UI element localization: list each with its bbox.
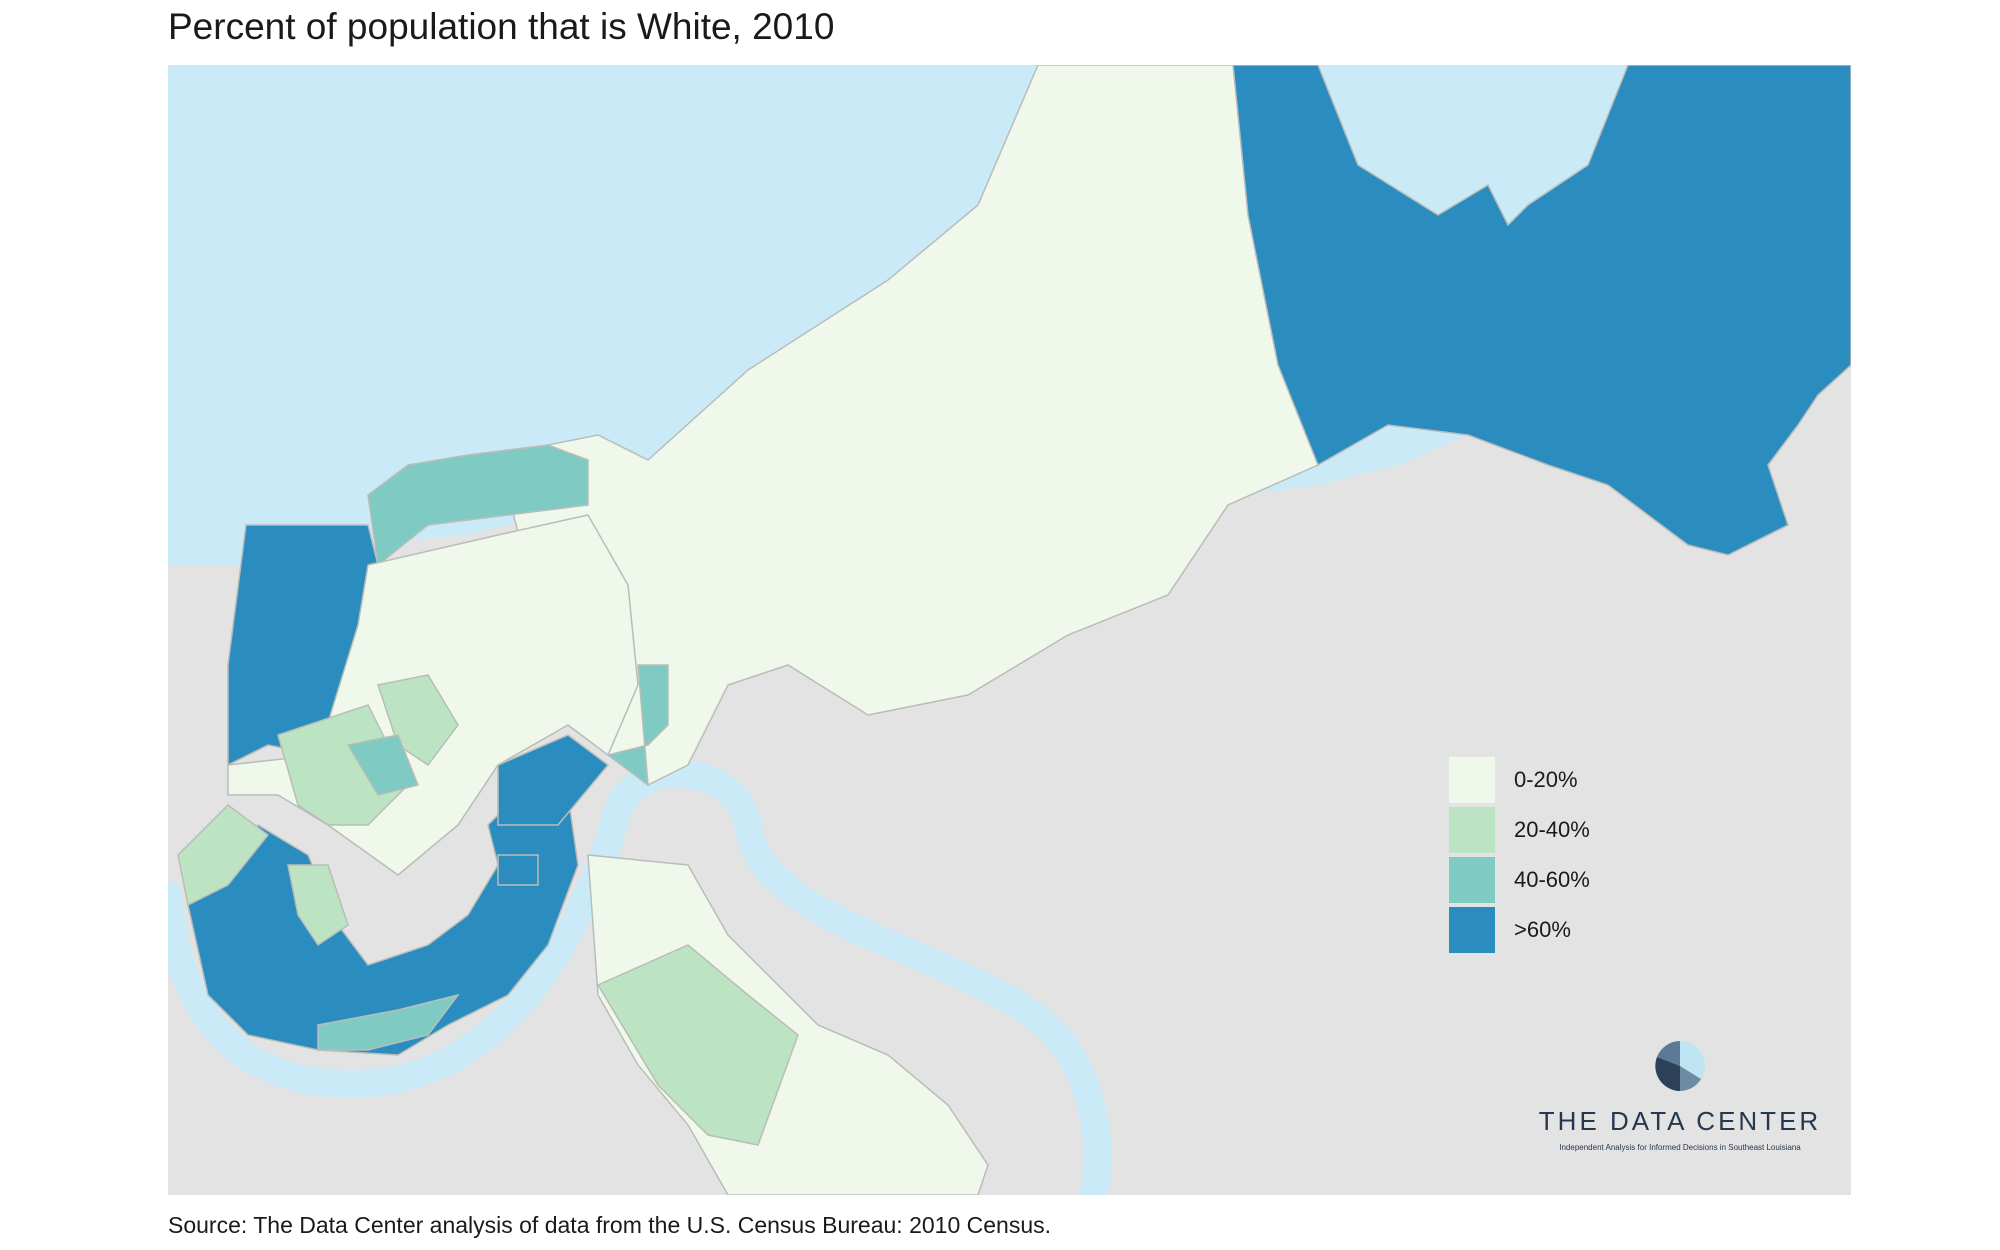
brand-name: THE DATA CENTER [1538, 1106, 1822, 1136]
lakeshore-40-60 [367, 444, 589, 567]
algiers-20-40 [596, 944, 799, 1146]
uptown-20-40 [177, 804, 270, 907]
source-note: Source: The Data Center analysis of data… [168, 1212, 1051, 1238]
pie-chart-logo-icon [1655, 1041, 1705, 1091]
map-title: Percent of population that is White, 201… [168, 6, 835, 47]
brand-tagline: Independent Analysis for Informed Decisi… [1559, 1143, 1801, 1152]
legend-label: >60% [1514, 917, 1571, 942]
orleans-east-land [497, 65, 1319, 786]
algiers-point [497, 854, 539, 886]
legend-item-0-20: 0-20% [1448, 755, 1590, 805]
legend-label: 0-20% [1514, 767, 1578, 792]
bywater-40-60 [606, 664, 669, 787]
legend-item-60-plus: >60% [1448, 905, 1590, 955]
french-quarter-region [497, 734, 610, 826]
legend-swatch [1448, 756, 1496, 804]
legend-swatch [1448, 806, 1496, 854]
legend-label: 20-40% [1514, 817, 1590, 842]
legend-swatch [1448, 906, 1496, 954]
legend-item-40-60: 40-60% [1448, 855, 1590, 905]
map-legend: 0-20% 20-40% 40-60% >60% [1448, 755, 1590, 955]
central-20-40-a [277, 704, 409, 826]
uptown-20-40-b [287, 864, 349, 947]
legend-swatch [1448, 856, 1496, 904]
map-canvas [168, 65, 1851, 1195]
map-frame [168, 65, 1851, 1195]
central-40-60 [346, 734, 420, 796]
legend-item-20-40: 20-40% [1448, 805, 1590, 855]
garden-district-40-60 [317, 993, 460, 1051]
legend-label: 40-60% [1514, 867, 1590, 892]
eastern-marsh-region [1232, 65, 1851, 556]
brand-block: THE DATA CENTER Independent Analysis for… [1530, 1040, 1830, 1152]
